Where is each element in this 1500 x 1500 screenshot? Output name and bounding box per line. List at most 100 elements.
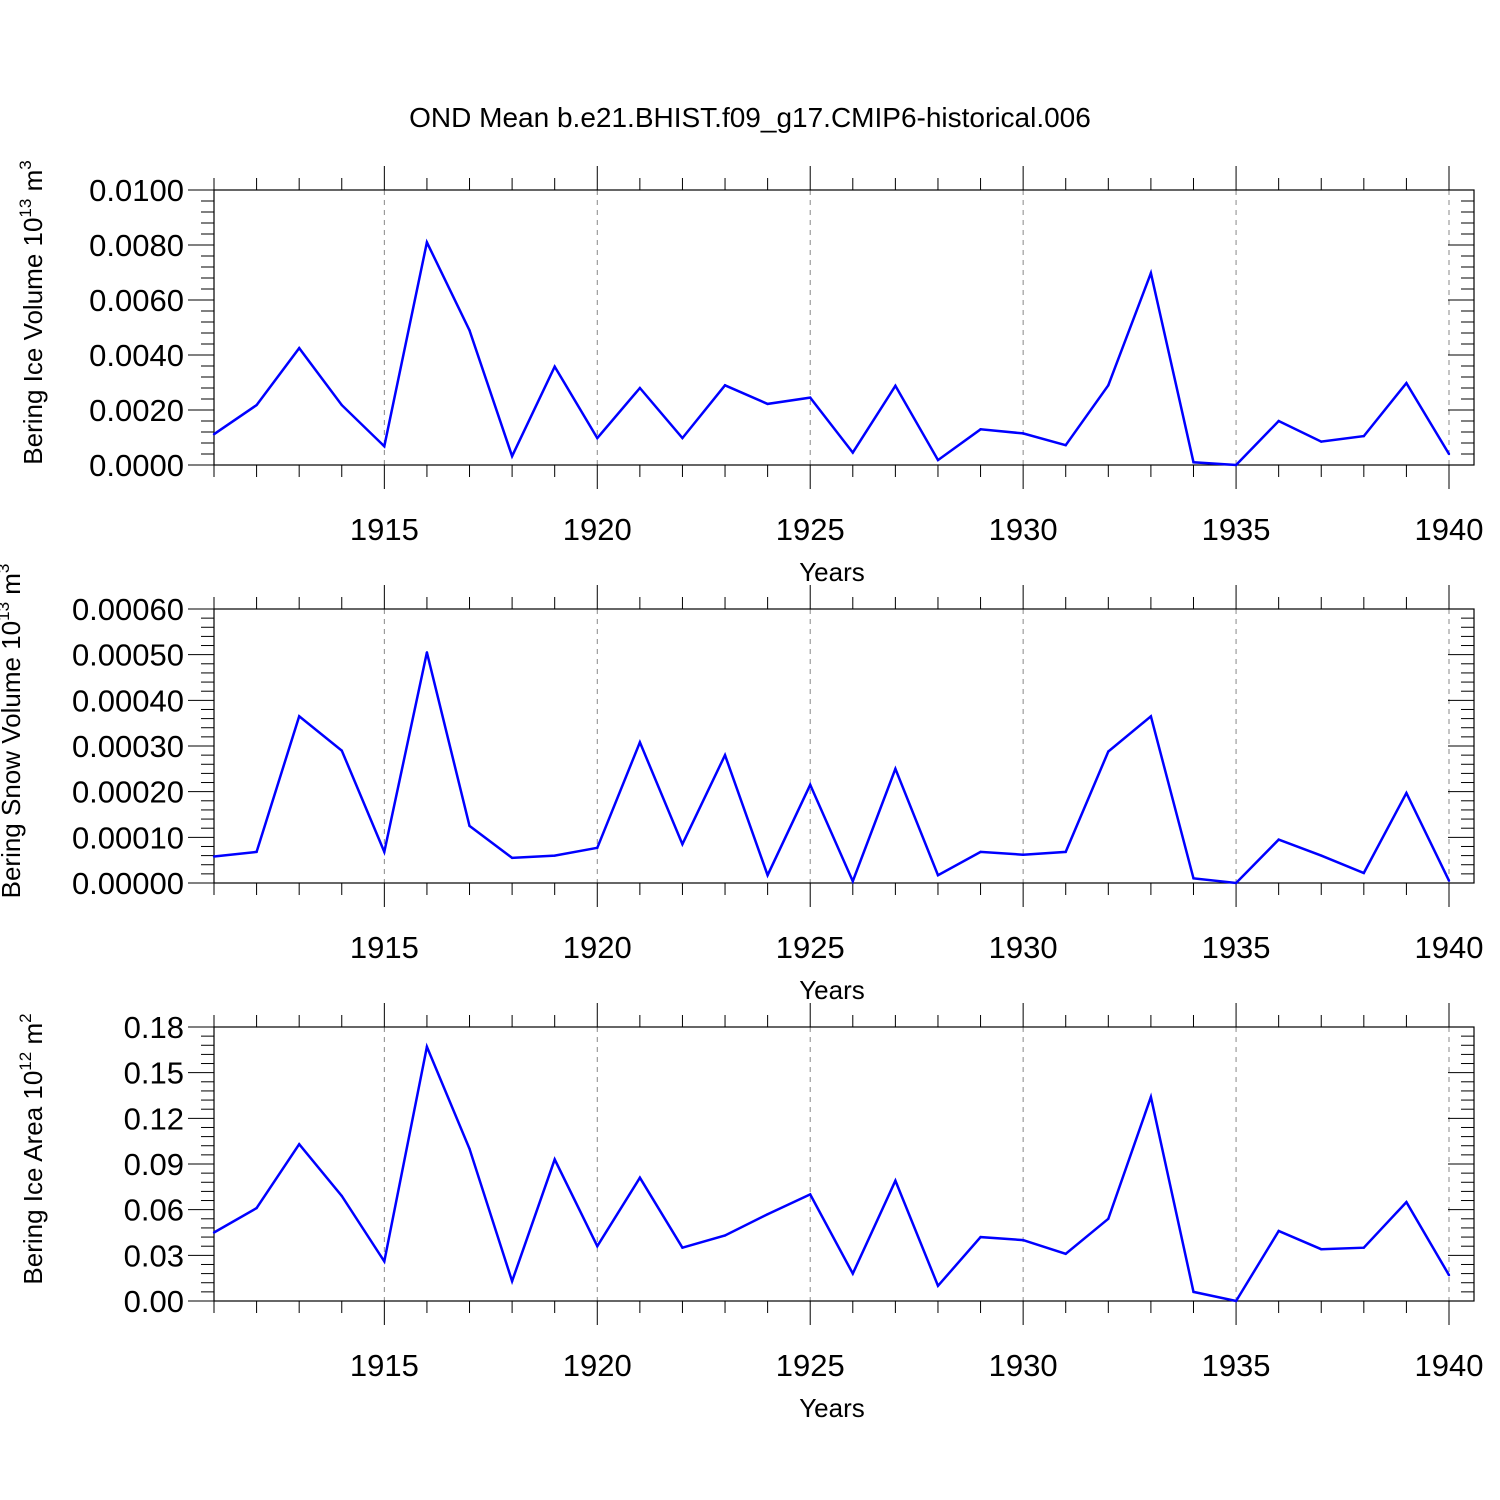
y-tick-label: 0.0020 (89, 393, 184, 428)
data-point (383, 1260, 386, 1263)
data-point (979, 428, 982, 431)
data-point (1192, 461, 1195, 464)
data-point (510, 1280, 514, 1283)
x-tick-label: 1940 (1415, 930, 1484, 965)
data-point (638, 741, 642, 744)
data-point (553, 365, 556, 368)
y-tick-label: 0.00060 (72, 592, 184, 627)
x-tick-label: 1935 (1202, 512, 1271, 547)
data-point (1405, 381, 1408, 385)
data-point (681, 842, 684, 846)
y-tick-label: 0.00010 (72, 820, 184, 855)
data-point (468, 329, 471, 332)
y-tick-label: 0.0000 (89, 448, 184, 483)
chart-panels: 0.0000 0.0020 0.0040 0.0060 0.0080 0.0100 1915… (0, 160, 1483, 1423)
data-point (766, 1213, 769, 1216)
data-point (1277, 838, 1280, 841)
x-tick-label: 1930 (989, 512, 1058, 547)
data-point (1277, 419, 1280, 423)
data-point (723, 384, 727, 387)
data-point (894, 384, 897, 387)
data-point (1320, 440, 1323, 443)
x-axis-label: Years (799, 975, 865, 1005)
data-point (766, 874, 769, 877)
data-point (255, 1206, 258, 1210)
x-tick-label: 1920 (563, 1348, 632, 1383)
data-point (936, 458, 940, 462)
data-point (723, 753, 727, 757)
data-point (1362, 434, 1366, 438)
data-point (936, 1284, 940, 1287)
data-point (425, 651, 429, 654)
x-tick-label: 1935 (1202, 930, 1271, 965)
plot-frame (213, 189, 1475, 466)
x-tick-label: 1940 (1415, 1348, 1484, 1383)
panel-1: 0.0000 0.0020 0.0040 0.0060 0.0080 0.0100 1915… (16, 160, 1483, 587)
x-tick-label: 1915 (350, 1348, 419, 1383)
data-point (1234, 463, 1238, 467)
x-tick-label: 1915 (350, 512, 419, 547)
data-point (1149, 271, 1153, 275)
x-tick-label: 1935 (1202, 1348, 1271, 1383)
x-tick-label: 1925 (776, 930, 845, 965)
data-point (1064, 1252, 1067, 1256)
y-tick-label: 0.00 (124, 1284, 184, 1319)
data-point (936, 874, 940, 877)
data-point (553, 854, 556, 857)
data-point (1064, 444, 1067, 447)
data-point (1149, 1095, 1153, 1099)
data-point (596, 1245, 599, 1248)
data-point (510, 455, 514, 458)
data-point (979, 850, 982, 854)
data-point (766, 402, 769, 406)
panel-2: 0.00000 0.00010 0.00020 0.00030 0.00040 0.000… (0, 564, 1483, 1005)
data-point (894, 767, 897, 771)
data-point (340, 1194, 343, 1198)
data-point (1234, 881, 1238, 885)
data-point (1405, 1200, 1408, 1204)
data-point (681, 436, 684, 440)
data-point (1277, 1229, 1280, 1233)
y-axis-label: Bering Snow Volume 1013 m3 (0, 564, 26, 899)
data-point (1192, 877, 1195, 880)
data-point (297, 715, 301, 718)
data-point (1320, 1248, 1323, 1251)
x-tick-label: 1925 (776, 1348, 845, 1383)
data-point (979, 1235, 982, 1239)
data-point (510, 856, 514, 860)
y-axis-label: Bering Ice Area 1012 m2 (16, 1013, 48, 1284)
data-point (468, 1147, 471, 1150)
data-point (1107, 1217, 1110, 1221)
series-line (213, 652, 1451, 885)
x-tick-label: 1930 (989, 1348, 1058, 1383)
data-point (255, 850, 258, 854)
data-point (1447, 879, 1451, 882)
data-point (383, 850, 386, 854)
data-point (1107, 384, 1110, 387)
data-point (723, 1234, 727, 1237)
x-tick-label: 1920 (563, 930, 632, 965)
data-point (212, 855, 216, 858)
data-point (1405, 791, 1408, 795)
series-line (213, 238, 1451, 467)
data-point (340, 403, 343, 407)
data-point (297, 346, 301, 350)
data-point (1021, 432, 1025, 435)
x-tick-label: 1930 (989, 930, 1058, 965)
y-tick-label: 0.18 (124, 1010, 184, 1045)
panel-3: 0.00 0.03 0.06 0.09 0.12 0.15 0.18 1915 1920 1925… (16, 1003, 1483, 1423)
data-point (596, 436, 599, 440)
data-point (1362, 1246, 1366, 1249)
data-point (1021, 853, 1025, 856)
y-tick-label: 0.06 (124, 1193, 184, 1228)
y-tick-label: 0.0100 (89, 173, 184, 208)
y-tick-label: 0.12 (124, 1101, 184, 1136)
chart-title: OND Mean b.e21.BHIST.f09_g17.CMIP6-histo… (409, 102, 1091, 133)
y-tick-label: 0.00050 (72, 638, 184, 673)
data-point (1021, 1238, 1025, 1242)
data-point (851, 451, 854, 454)
y-tick-label: 0.09 (124, 1147, 184, 1182)
y-tick-label: 0.0040 (89, 338, 184, 373)
data-point (425, 1045, 429, 1048)
